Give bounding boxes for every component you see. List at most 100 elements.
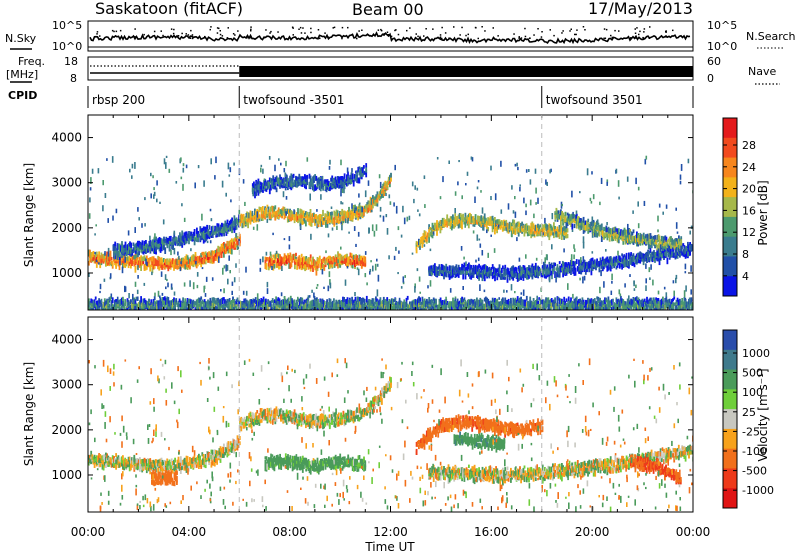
heatmap-cell xyxy=(297,256,300,262)
heatmap-cell xyxy=(116,302,119,309)
heatmap-cell xyxy=(311,260,313,266)
heatmap-cell xyxy=(265,188,268,192)
heatmap-cell xyxy=(527,269,529,274)
heatmap-cell xyxy=(527,267,529,272)
heatmap-cell xyxy=(588,261,591,269)
heatmap-cell xyxy=(196,298,199,305)
heatmap-cell xyxy=(415,246,418,254)
heatmap-cell xyxy=(230,226,232,232)
heatmap-cell xyxy=(233,215,236,222)
heatmap-cell xyxy=(245,299,248,307)
heatmap-series xyxy=(88,233,241,274)
heatmap-cell xyxy=(200,307,203,310)
heatmap-cell xyxy=(339,304,342,309)
heatmap-cell xyxy=(159,297,162,302)
heatmap-cell xyxy=(208,251,210,257)
heatmap-cell xyxy=(206,253,208,258)
heatmap-cell xyxy=(469,268,471,275)
heatmap-cell xyxy=(675,241,678,247)
heatmap-cell xyxy=(360,258,363,264)
heatmap-cell xyxy=(528,230,530,234)
heatmap-cell xyxy=(449,265,452,271)
heatmap-cell xyxy=(509,227,512,232)
heatmap-cell xyxy=(126,258,129,264)
nsky-search-dot xyxy=(520,37,523,39)
heatmap-cell xyxy=(136,257,139,264)
heatmap-cell xyxy=(516,221,519,227)
heatmap-cell xyxy=(203,252,206,256)
heatmap-cell xyxy=(367,206,370,213)
heatmap-cell xyxy=(315,175,318,181)
nsky-search-dot xyxy=(99,35,101,37)
nsky-tick-right-bottom: 10^0 xyxy=(707,40,737,53)
heatmap-cell xyxy=(280,181,282,188)
heatmap-cell xyxy=(276,253,279,257)
heatmap-cell xyxy=(132,247,135,252)
nsky-search-dot xyxy=(317,29,320,31)
heatmap-cell xyxy=(94,252,97,259)
heatmap-cell xyxy=(231,222,233,228)
heatmap-cell xyxy=(615,230,618,234)
nsky-search-dot xyxy=(324,32,326,34)
heatmap-cell xyxy=(101,254,104,260)
heatmap-cell xyxy=(326,256,329,264)
heatmap-cell xyxy=(545,266,547,271)
heatmap-cell xyxy=(379,189,382,195)
heatmap-cell xyxy=(98,255,100,262)
heatmap-cell xyxy=(592,260,595,265)
heatmap-cell xyxy=(278,253,280,259)
heatmap-cell xyxy=(598,266,601,273)
heatmap-cell xyxy=(344,211,347,218)
heatmap-cell xyxy=(565,227,568,233)
heatmap-cell xyxy=(509,222,512,229)
heatmap-cell xyxy=(514,272,517,277)
heatmap-cell xyxy=(198,308,200,310)
heatmap-cell xyxy=(190,299,192,304)
heatmap-cell xyxy=(95,251,98,257)
heatmap-cell xyxy=(642,232,645,237)
heatmap-cell xyxy=(240,301,242,308)
heatmap-cell xyxy=(533,227,536,235)
heatmap-cell xyxy=(542,265,545,270)
heatmap-cell xyxy=(298,262,301,269)
heatmap-cell xyxy=(283,260,286,266)
heatmap-cell xyxy=(568,220,570,225)
nsky-search-dot xyxy=(603,28,606,30)
heatmap-cell xyxy=(279,183,281,189)
heatmap-cell xyxy=(512,219,514,224)
heatmap-cell xyxy=(437,223,440,228)
heatmap-cell xyxy=(642,258,645,266)
heatmap-cell xyxy=(229,244,232,250)
nsky-search-dot xyxy=(467,33,469,36)
heatmap-cell xyxy=(152,256,155,262)
nsky-search-dot xyxy=(643,31,645,33)
heatmap-cell xyxy=(323,179,326,184)
heatmap-cell xyxy=(503,222,505,228)
heatmap-cell xyxy=(314,263,317,271)
heatmap-cell xyxy=(193,234,196,241)
heatmap-cell xyxy=(392,298,394,305)
nsky-search-dot xyxy=(537,28,539,30)
heatmap-cell xyxy=(631,235,634,242)
heatmap-cell xyxy=(295,175,297,180)
heatmap-cell xyxy=(127,256,130,261)
heatmap-cell xyxy=(172,239,174,244)
nsky-search-dot xyxy=(439,34,442,36)
heatmap-cell xyxy=(341,305,343,310)
heatmap-cell xyxy=(200,235,203,241)
heatmap-cell xyxy=(121,241,123,246)
heatmap-cell xyxy=(648,256,651,262)
cpid-label: CPID xyxy=(8,89,37,102)
heatmap-cell xyxy=(296,214,298,222)
heatmap-cell xyxy=(230,248,233,255)
heatmap-cell xyxy=(315,261,318,265)
heatmap-cell xyxy=(500,267,503,273)
heatmap-cell xyxy=(140,296,142,303)
heatmap-cell xyxy=(474,264,477,268)
heatmap-cell xyxy=(599,257,602,264)
heatmap-cell xyxy=(330,256,333,262)
heatmap-cell xyxy=(180,235,182,242)
heatmap-cell xyxy=(556,211,559,216)
heatmap-cell xyxy=(301,179,304,184)
heatmap-cell xyxy=(489,216,492,223)
